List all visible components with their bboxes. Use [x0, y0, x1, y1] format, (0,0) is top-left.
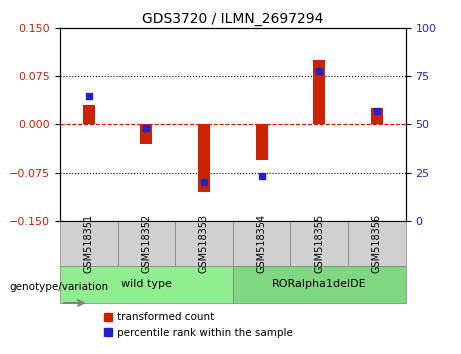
Text: GSM518356: GSM518356	[372, 214, 382, 273]
Legend: transformed count, percentile rank within the sample: transformed count, percentile rank withi…	[100, 308, 297, 342]
Bar	[198, 125, 210, 192]
FancyBboxPatch shape	[290, 221, 348, 266]
Text: GSM518351: GSM518351	[84, 214, 94, 273]
Text: RORalpha1delDE: RORalpha1delDE	[272, 279, 366, 290]
Bar	[255, 125, 268, 160]
FancyBboxPatch shape	[60, 221, 118, 266]
Bar	[140, 125, 153, 144]
Text: GSM518353: GSM518353	[199, 214, 209, 273]
Bar	[83, 105, 95, 125]
Text: genotype/variation: genotype/variation	[9, 282, 108, 292]
FancyBboxPatch shape	[175, 221, 233, 266]
Bar	[371, 108, 383, 125]
Text: GSM518354: GSM518354	[257, 214, 266, 273]
FancyBboxPatch shape	[118, 221, 175, 266]
Text: GSM518352: GSM518352	[142, 213, 151, 273]
Text: wild type: wild type	[121, 279, 172, 290]
FancyBboxPatch shape	[348, 221, 406, 266]
FancyBboxPatch shape	[233, 266, 406, 303]
Text: GSM518355: GSM518355	[314, 213, 324, 273]
Bar	[313, 61, 325, 125]
FancyBboxPatch shape	[60, 266, 233, 303]
FancyBboxPatch shape	[233, 221, 290, 266]
Title: GDS3720 / ILMN_2697294: GDS3720 / ILMN_2697294	[142, 12, 324, 26]
